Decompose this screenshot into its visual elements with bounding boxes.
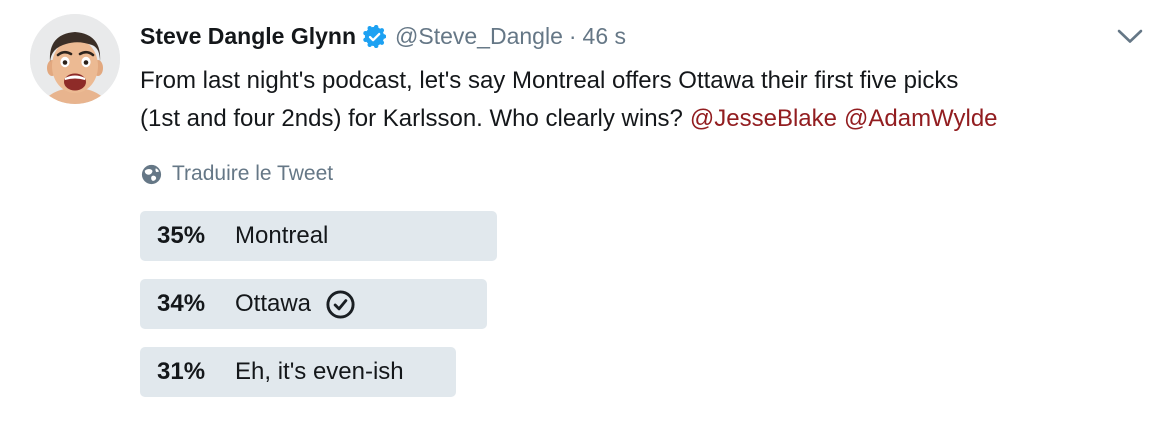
poll-option-label: Montreal	[235, 222, 329, 249]
poll-bar: 34% Ottawa	[140, 279, 487, 329]
poll-results: 35% Montreal 34% Ottawa	[140, 211, 1160, 397]
globe-icon	[140, 163, 163, 186]
poll-option-montreal: 35% Montreal	[140, 211, 1160, 261]
poll-percent: 34%	[157, 290, 206, 317]
poll-bar: 31% Eh, it's even-ish	[140, 347, 457, 397]
tweet-header: Steve Dangle Glynn @Steve_Dangle · 46 s	[140, 22, 1170, 50]
tweet-text-line2: (1st and four 2nds) for Karlsson. Who cl…	[140, 105, 683, 132]
handle-group: @Steve_Dangle · 46 s	[395, 22, 626, 50]
poll-option-label: Eh, it's even-ish	[235, 358, 404, 385]
translate-label: Traduire le Tweet	[172, 162, 334, 185]
author-name[interactable]: Steve Dangle Glynn	[140, 23, 357, 49]
poll-option-ottawa: 34% Ottawa	[140, 279, 1160, 329]
author-handle[interactable]: @Steve_Dangle	[395, 23, 563, 49]
tweet-text: From last night's podcast, let's say Mon…	[140, 62, 1170, 138]
avatar[interactable]	[30, 14, 120, 104]
avatar-photo-placeholder	[30, 14, 120, 104]
chevron-down-icon[interactable]	[1112, 24, 1148, 49]
poll-option-evenish: 31% Eh, it's even-ish	[140, 347, 1160, 397]
poll-bar: 35% Montreal	[140, 211, 497, 261]
tweet-text-line1: From last night's podcast, let's say Mon…	[140, 67, 959, 94]
vote-check-icon	[325, 289, 356, 320]
translate-tweet-link[interactable]: Traduire le Tweet	[140, 162, 333, 186]
verified-badge-icon	[363, 24, 387, 48]
mention-link-jesseblake[interactable]: @JesseBlake	[689, 105, 837, 132]
poll-percent: 31%	[157, 358, 206, 385]
tweet-timestamp[interactable]: 46 s	[582, 23, 627, 49]
meta-separator: ·	[568, 23, 577, 49]
tweet-card: Steve Dangle Glynn @Steve_Dangle · 46 s	[140, 22, 1170, 397]
poll-percent: 35%	[157, 222, 206, 249]
poll-option-label: Ottawa	[235, 290, 312, 317]
mention-link-adamwylde[interactable]: @AdamWylde	[844, 105, 998, 132]
